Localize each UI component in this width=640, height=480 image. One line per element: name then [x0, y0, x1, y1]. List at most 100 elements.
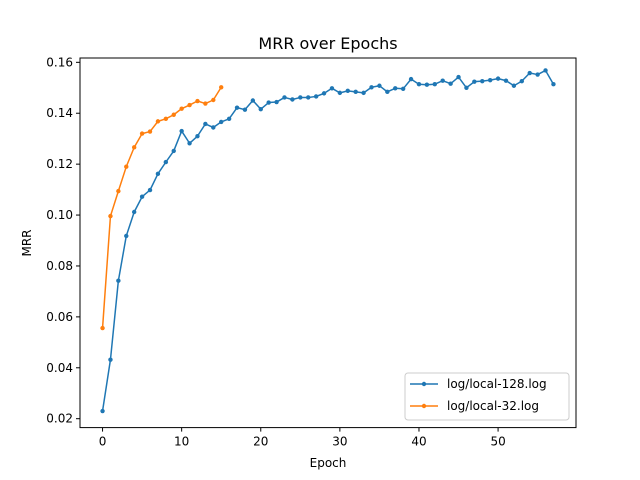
data-point	[369, 85, 374, 90]
x-tick-label: 50	[490, 435, 505, 449]
legend-box	[404, 372, 570, 421]
data-point	[155, 119, 161, 124]
data-point	[100, 408, 105, 414]
data-point	[171, 148, 176, 154]
data-point	[282, 95, 287, 100]
data-point	[163, 116, 169, 122]
data-point	[250, 98, 256, 103]
y-tick-label: 0.04	[46, 361, 73, 375]
data-point	[266, 100, 271, 105]
data-point	[219, 119, 224, 125]
data-point	[116, 278, 121, 283]
data-point	[456, 74, 461, 80]
data-point	[163, 159, 169, 165]
data-point	[187, 141, 192, 146]
data-point	[242, 107, 248, 112]
series-2	[100, 85, 224, 331]
data-point	[274, 99, 279, 105]
data-point	[353, 89, 358, 95]
data-point	[511, 83, 517, 88]
data-point	[258, 106, 263, 112]
legend: log/local-128.log log/local-32.log	[404, 372, 570, 421]
y-tick-label: 0.08	[46, 259, 73, 273]
data-point	[219, 85, 224, 90]
series-line	[101, 86, 222, 329]
data-point	[234, 105, 240, 110]
data-point	[124, 164, 129, 169]
data-point	[139, 131, 145, 136]
data-point	[187, 102, 192, 108]
data-point	[147, 129, 153, 134]
data-point	[464, 85, 469, 90]
x-tick-label: 20	[253, 435, 268, 449]
y-tick-label: 0.02	[46, 412, 73, 426]
data-point	[345, 88, 350, 94]
data-point	[203, 121, 208, 127]
data-point	[416, 82, 422, 87]
data-point	[543, 68, 548, 73]
data-point	[321, 91, 327, 96]
data-point	[313, 94, 319, 99]
data-point	[290, 97, 295, 102]
data-point	[535, 72, 540, 77]
data-point	[139, 194, 145, 199]
data-point	[124, 233, 129, 239]
x-axis-label: Epoch	[310, 456, 347, 470]
data-point	[551, 82, 556, 87]
data-point	[211, 97, 216, 103]
series-1	[100, 68, 556, 414]
x-axis-ticks: 0 10 20 30 40 50	[99, 427, 506, 449]
data-point	[480, 78, 485, 84]
data-point	[203, 101, 208, 106]
data-point	[226, 116, 232, 122]
data-point	[211, 125, 216, 130]
data-point	[108, 357, 113, 362]
data-point	[400, 86, 406, 92]
data-point	[503, 78, 509, 83]
data-point	[329, 86, 335, 91]
data-point	[385, 89, 390, 95]
chart-title: MRR over Epochs	[258, 34, 397, 53]
data-point	[155, 171, 161, 177]
data-point	[519, 78, 525, 84]
data-point	[195, 98, 200, 104]
data-point	[100, 325, 105, 331]
y-axis-ticks: 0.02 0.04 0.06 0.08 0.10 0.12 0.14 0.16	[46, 55, 80, 426]
data-point	[393, 86, 398, 91]
legend-label: log/local-32.log	[447, 399, 539, 413]
data-point	[108, 213, 113, 219]
data-point	[171, 112, 176, 117]
data-point	[472, 79, 477, 84]
plot-frame	[79, 57, 577, 429]
data-point	[448, 81, 453, 86]
data-point	[527, 70, 532, 76]
legend-swatch-marker	[421, 403, 427, 409]
y-axis-label: MRR	[20, 229, 34, 256]
data-point	[377, 83, 382, 88]
data-point	[495, 76, 501, 81]
y-tick-label: 0.14	[46, 106, 73, 120]
data-point	[408, 76, 414, 82]
y-tick-label: 0.10	[46, 208, 73, 222]
data-point	[179, 106, 184, 111]
series-line	[101, 69, 555, 412]
x-tick-label: 40	[411, 435, 426, 449]
series-layer	[100, 68, 556, 414]
data-point	[147, 187, 153, 193]
data-point	[432, 82, 437, 87]
data-point	[195, 133, 200, 139]
data-point	[306, 95, 311, 100]
y-tick-label: 0.16	[46, 55, 73, 69]
data-point	[131, 209, 137, 215]
data-point	[487, 77, 493, 83]
legend-swatch-marker	[421, 381, 427, 387]
data-point	[116, 188, 121, 194]
data-point	[179, 128, 184, 134]
data-point	[361, 90, 366, 96]
y-tick-label: 0.12	[46, 157, 73, 171]
data-point	[337, 90, 343, 96]
data-point	[424, 82, 430, 87]
data-point	[298, 95, 303, 100]
x-tick-label: 30	[332, 435, 347, 449]
